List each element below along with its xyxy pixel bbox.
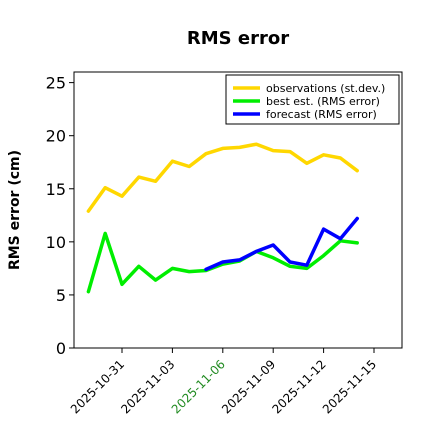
series-lines (86, 142, 359, 294)
y-tick-label: 5 (56, 286, 66, 305)
plot-area-frame (73, 71, 403, 349)
legend-label: best est. (RMS error) (266, 95, 380, 108)
series-line-1 (86, 142, 359, 213)
legend-label: forecast (RMS error) (266, 108, 377, 121)
series-line-3 (204, 216, 359, 272)
y-tick-label: 10 (46, 233, 66, 252)
series-line-2 (86, 231, 359, 294)
x-tick-label: 2025-11-15 (320, 357, 379, 416)
chart-title: RMS error (187, 28, 289, 49)
legend-label: observations (st.dev.) (266, 82, 385, 95)
y-tick-label: 25 (46, 74, 66, 93)
y-axis-label: RMS error (cm) (7, 150, 23, 270)
y-tick-label: 0 (56, 339, 66, 358)
legend: observations (st.dev.)best est. (RMS err… (225, 74, 400, 125)
y-axis-ticks: 0 5 10 15 20 25 (46, 74, 74, 358)
y-tick-label: 15 (46, 180, 66, 199)
y-tick-label: 20 (46, 127, 66, 146)
x-axis-ticks: 2025-10-312025-11-032025-11-062025-11-09… (68, 348, 379, 416)
